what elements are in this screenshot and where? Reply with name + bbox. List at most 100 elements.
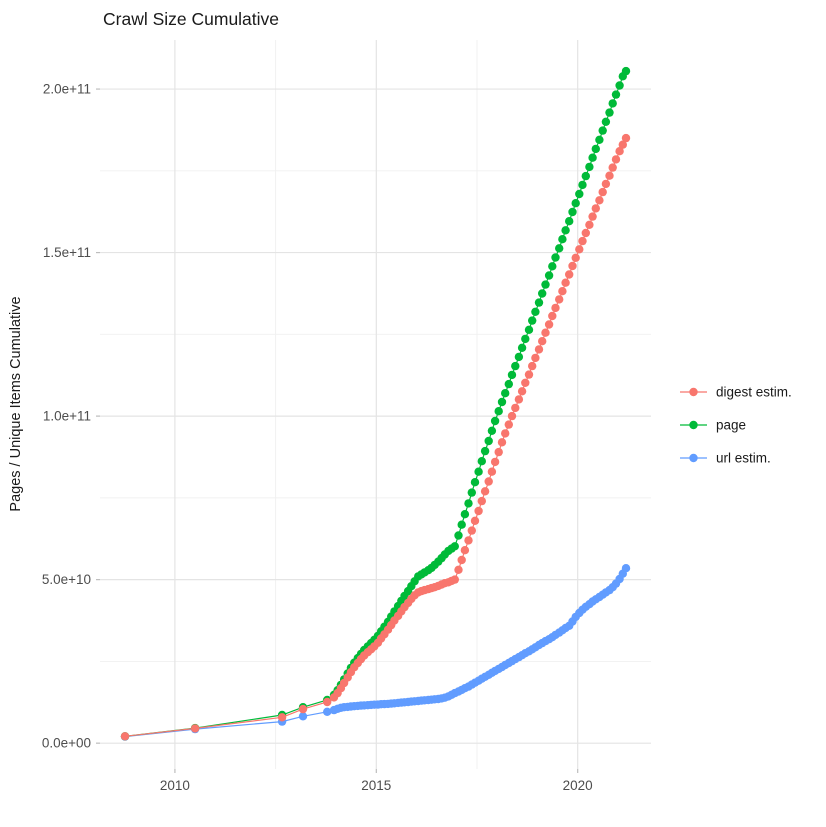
data-point	[565, 217, 574, 226]
data-point	[477, 496, 486, 506]
data-point	[474, 467, 483, 476]
legend-item-page: page	[680, 418, 746, 433]
data-point	[524, 370, 534, 379]
data-point	[551, 303, 560, 313]
data-point	[450, 542, 459, 551]
data-point	[538, 289, 547, 298]
data-point	[541, 328, 550, 337]
data-point	[514, 395, 524, 404]
data-point	[517, 387, 527, 396]
data-point	[454, 565, 463, 574]
data-point	[517, 343, 527, 352]
x-tick-label: 2015	[361, 778, 391, 793]
data-point	[595, 196, 604, 205]
data-point	[591, 144, 600, 154]
data-point	[467, 526, 476, 535]
data-point	[474, 506, 483, 516]
data-point	[460, 546, 470, 555]
data-point	[464, 536, 473, 545]
legend-key-dot	[689, 387, 698, 397]
data-point	[558, 287, 567, 296]
series-digest-estim	[120, 133, 631, 741]
data-series	[120, 66, 631, 741]
data-point	[457, 555, 466, 565]
data-point	[551, 253, 560, 262]
data-point	[528, 361, 537, 371]
data-point	[601, 117, 611, 127]
y-tick-label: 0.0e+00	[42, 736, 91, 751]
data-point	[611, 90, 621, 99]
data-point	[454, 531, 463, 540]
data-point	[585, 220, 594, 229]
data-point	[531, 353, 540, 363]
data-point	[487, 467, 497, 476]
legend-item-label: digest estim.	[716, 385, 792, 400]
chart-title: Crawl Size Cumulative	[103, 9, 279, 29]
data-point	[611, 155, 621, 164]
data-point	[534, 345, 544, 354]
data-point	[605, 171, 614, 180]
data-point	[521, 378, 530, 387]
data-point	[277, 713, 287, 722]
data-point	[601, 179, 611, 189]
x-tick-label: 2010	[160, 778, 190, 793]
data-point	[568, 207, 577, 217]
data-point	[555, 295, 564, 304]
legend-key-dot	[689, 453, 698, 463]
y-tick-label: 5.0e+10	[42, 572, 91, 587]
data-point	[190, 724, 200, 733]
data-point	[501, 389, 510, 398]
data-point	[528, 316, 537, 325]
data-point	[534, 298, 544, 307]
data-point	[544, 271, 554, 280]
data-point	[514, 352, 524, 362]
data-point	[561, 278, 570, 287]
series-url-estim	[120, 564, 631, 741]
data-point	[323, 707, 332, 716]
axis-tick-labels: 2010 2015 2020 0.0e+00 5.0e+10 1.0e+11 1.5e+11…	[42, 82, 593, 793]
data-point	[548, 262, 557, 271]
data-point	[588, 153, 597, 162]
data-point	[558, 235, 567, 244]
data-point	[494, 407, 503, 416]
data-point	[521, 334, 530, 344]
data-point	[575, 245, 584, 254]
data-point	[460, 510, 470, 519]
data-point	[621, 66, 631, 76]
data-point	[598, 187, 607, 197]
data-point	[588, 212, 597, 221]
data-point	[487, 426, 497, 435]
data-point	[568, 261, 577, 271]
legend-item-digest-estim: digest estim.	[680, 385, 792, 400]
data-point	[605, 108, 614, 117]
x-tick-label: 2020	[563, 778, 593, 793]
series-line	[124, 567, 627, 738]
data-point	[120, 732, 130, 741]
data-point	[591, 204, 600, 213]
data-point	[618, 140, 627, 149]
data-point	[464, 499, 473, 508]
data-point	[541, 280, 550, 289]
data-point	[581, 171, 590, 181]
legend-item-label: page	[716, 418, 746, 433]
data-point	[477, 457, 486, 466]
gridlines	[100, 40, 651, 769]
data-point	[581, 228, 590, 238]
data-point	[621, 133, 631, 143]
data-point	[571, 253, 580, 262]
data-point	[615, 147, 624, 156]
y-tick-label: 2.0e+11	[43, 82, 91, 97]
data-point	[467, 488, 476, 497]
data-point	[565, 270, 574, 279]
data-point	[578, 180, 587, 190]
data-point	[484, 436, 493, 446]
data-point	[501, 429, 510, 438]
data-point	[511, 403, 520, 413]
data-point	[615, 81, 624, 90]
data-point	[484, 477, 493, 486]
data-point	[511, 361, 520, 371]
data-point	[538, 337, 547, 346]
data-point	[595, 135, 604, 144]
